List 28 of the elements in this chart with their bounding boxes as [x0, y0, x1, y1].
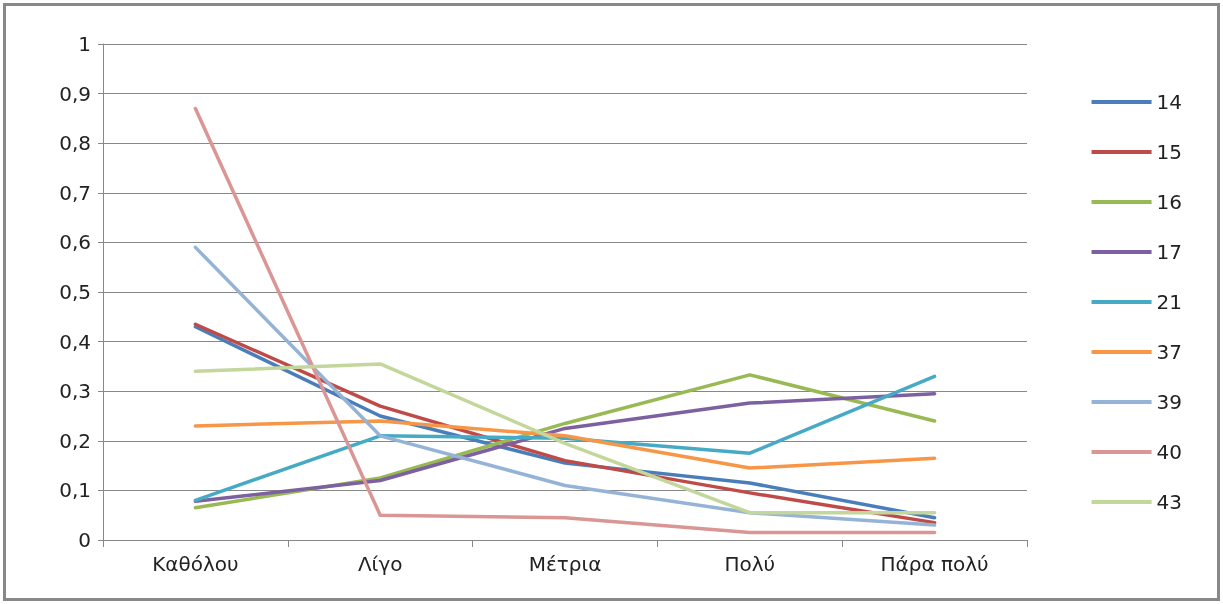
y-tick-label: 0,4	[59, 329, 91, 354]
legend-label: 40	[1156, 440, 1182, 464]
y-tick-label: 0,9	[59, 81, 91, 106]
y-tick-label: 0,7	[59, 180, 91, 205]
y-tick-label: 0,1	[59, 478, 91, 503]
line-series	[193, 106, 937, 535]
legend-label: 16	[1156, 190, 1182, 214]
line-series	[193, 245, 937, 527]
legend-label: 14	[1156, 90, 1182, 114]
y-tick-label: 0,2	[59, 428, 91, 453]
x-tick-label: Λίγο	[357, 552, 403, 576]
y-tick-label: 0,8	[59, 131, 91, 156]
y-tick-label: 0	[78, 528, 91, 552]
y-tick-label: 0,6	[59, 230, 91, 255]
legend-label: 15	[1156, 140, 1182, 164]
legend-label: 17	[1156, 240, 1182, 264]
line-series	[193, 419, 937, 470]
x-tick-label: Καθόλου	[152, 552, 239, 576]
y-tick-label: 0,5	[59, 280, 91, 304]
legend-label: 39	[1156, 390, 1182, 414]
x-tick-label: Πολύ	[724, 552, 776, 576]
y-tick-label: 1	[78, 32, 91, 56]
x-tick-label: Πάρα πολύ	[880, 552, 989, 576]
legend-label: 37	[1156, 340, 1182, 364]
legend-label: 21	[1156, 290, 1182, 314]
legend-label: 43	[1156, 490, 1182, 514]
y-tick-label: 0,3	[59, 379, 91, 404]
x-tick-label: Μέτρια	[528, 552, 602, 576]
